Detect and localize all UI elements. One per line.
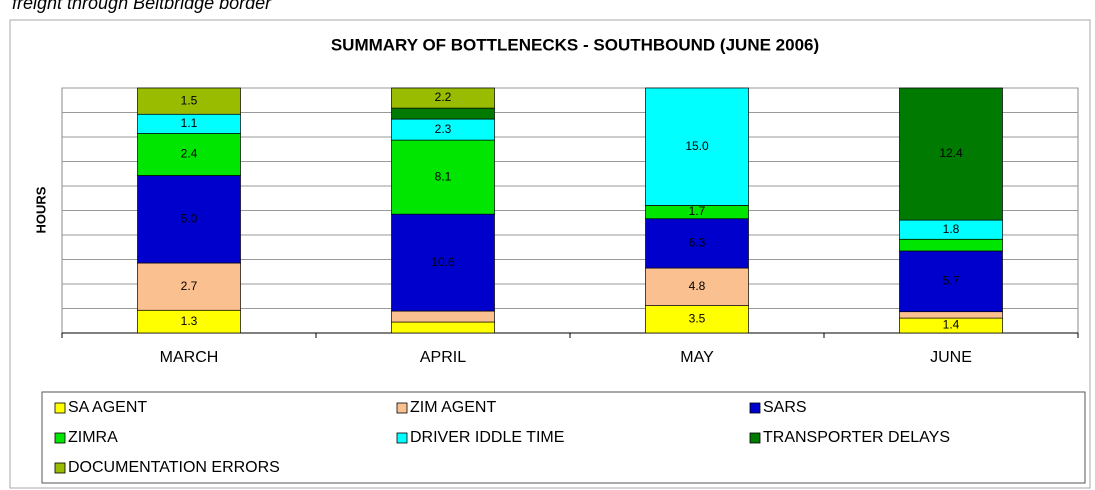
bar-segment xyxy=(899,87,1003,221)
legend-label: ZIMRA xyxy=(68,429,118,446)
data-label: 12.4 xyxy=(939,146,963,160)
legend-label: DRIVER IDDLE TIME xyxy=(410,429,564,446)
legend-box xyxy=(41,391,1086,484)
legend-label: DOCUMENTATION ERRORS xyxy=(68,459,280,476)
bar-segment xyxy=(391,87,495,109)
bar-segment xyxy=(137,87,241,115)
data-label: 1.8 xyxy=(943,222,960,236)
caption: freight through Beitbridge border xyxy=(12,0,272,13)
data-label: 1.7 xyxy=(689,204,706,218)
bar-segment xyxy=(137,262,241,311)
data-label: 5.0 xyxy=(181,211,198,225)
legend-swatch xyxy=(749,402,761,414)
data-label: 4.8 xyxy=(689,279,706,293)
bar-segment xyxy=(137,175,241,264)
x-tick-label: APRIL xyxy=(420,349,466,366)
legend-label: ZIM AGENT xyxy=(410,399,496,416)
bar-segment xyxy=(899,238,1003,252)
x-tick-label: MARCH xyxy=(160,349,219,366)
bar-segment xyxy=(391,107,495,120)
bar-segment xyxy=(645,87,749,206)
bar-segment xyxy=(137,133,241,176)
bar-segment xyxy=(899,311,1003,319)
data-label: 1.3 xyxy=(181,314,198,328)
data-label: 6.3 xyxy=(689,236,706,250)
bar-segment xyxy=(391,321,495,334)
legend-swatch xyxy=(54,432,66,444)
x-tick-label: MAY xyxy=(680,349,714,366)
data-label: 1.1 xyxy=(181,116,198,130)
legend-swatch xyxy=(749,432,761,444)
chart-title: SUMMARY OF BOTTLENECKS - SOUTHBOUND (JUN… xyxy=(331,35,819,54)
chart-frame xyxy=(9,19,1091,489)
legend-label: SARS xyxy=(763,399,807,416)
data-label: 2.4 xyxy=(181,147,198,161)
legend-label: SA AGENT xyxy=(68,399,147,416)
bar-segment xyxy=(645,305,749,334)
legend-swatch xyxy=(396,432,408,444)
data-label: 2.7 xyxy=(181,279,198,293)
data-label: 1.5 xyxy=(181,93,198,107)
data-label: 1.4 xyxy=(943,318,960,332)
legend-swatch xyxy=(54,462,66,474)
data-label: 10.6 xyxy=(431,255,455,269)
y-axis-label: HOURS xyxy=(33,186,48,233)
bar-segment xyxy=(391,139,495,215)
bar-segment xyxy=(391,213,495,312)
x-tick-label: JUNE xyxy=(930,349,972,366)
data-label: 2.3 xyxy=(435,122,452,136)
data-label: 8.1 xyxy=(435,169,452,183)
data-label: 15.0 xyxy=(685,139,709,153)
data-label: 2.2 xyxy=(435,90,452,104)
bar-segment xyxy=(899,250,1003,313)
legend-swatch xyxy=(396,402,408,414)
bar-segment xyxy=(391,310,495,323)
legend-swatch xyxy=(54,402,66,414)
data-label: 5.7 xyxy=(943,274,960,288)
legend-label: TRANSPORTER DELAYS xyxy=(763,429,950,446)
data-label: 3.5 xyxy=(689,311,706,325)
